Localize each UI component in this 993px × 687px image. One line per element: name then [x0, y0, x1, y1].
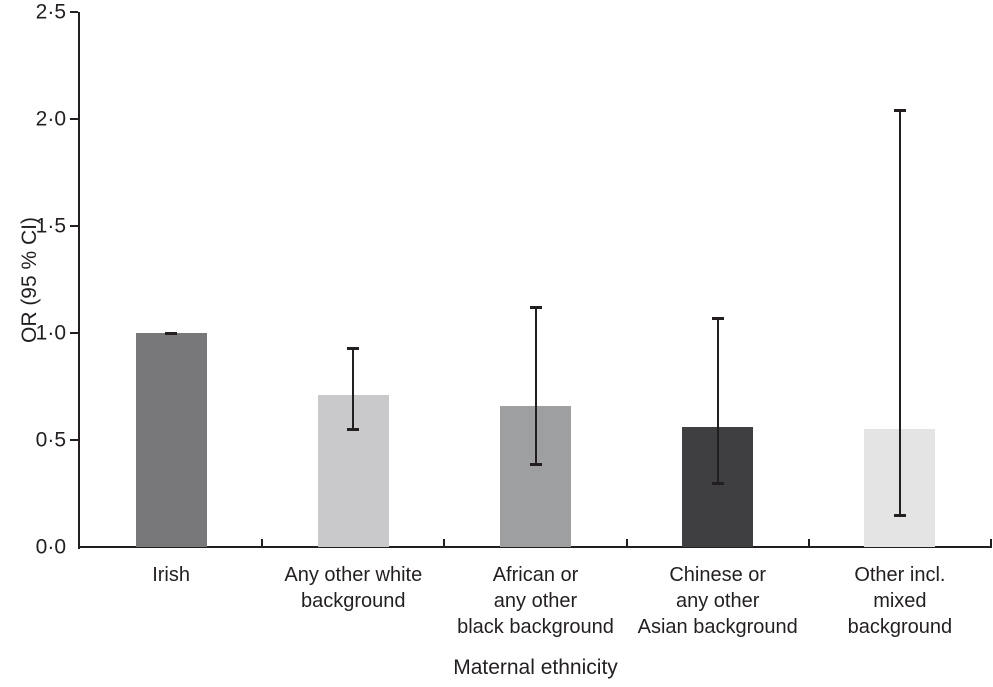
error-bar-cap-low: [893, 513, 906, 517]
category-label: Any other white background: [284, 564, 423, 612]
category-label: Irish: [152, 564, 190, 586]
bar: [135, 333, 207, 547]
x-axis-line: [78, 546, 992, 548]
y-tick: [70, 332, 78, 334]
error-bar-line: [716, 318, 719, 483]
x-tick: [625, 539, 628, 547]
y-tick: [70, 118, 78, 120]
category-label: African or any other black background: [457, 564, 614, 638]
error-bar-line: [352, 347, 355, 430]
error-bar-cap-low: [529, 462, 542, 466]
error-bar-cap-low: [347, 428, 360, 432]
y-tick: [70, 225, 78, 227]
y-axis-title: OR (95 % CI): [18, 216, 41, 344]
y-tick-label: 0·0: [35, 535, 66, 559]
category-label: Chinese or any other Asian background: [637, 564, 798, 638]
error-bar-line: [534, 307, 537, 464]
y-tick-label: 2·0: [35, 107, 66, 131]
error-bar-cap-high: [529, 306, 542, 310]
error-bar-cap-high: [893, 109, 906, 113]
error-bar-cap-high: [711, 317, 724, 321]
x-tick: [443, 539, 446, 547]
y-tick-label: 1·5: [35, 214, 66, 238]
x-tick: [807, 539, 810, 547]
error-bar-cap-low: [165, 332, 178, 335]
x-axis-title: Maternal ethnicity: [453, 656, 618, 679]
category-label: Other incl. mixed background: [847, 564, 953, 638]
x-tick: [990, 539, 992, 547]
y-tick-label: 2·5: [35, 0, 66, 24]
y-tick-label: 1·0: [35, 321, 66, 345]
error-bar-cap-high: [347, 346, 360, 350]
y-tick: [70, 439, 78, 441]
error-bar-line: [898, 110, 901, 515]
x-tick: [261, 539, 264, 547]
error-bar-cap-low: [711, 481, 724, 485]
y-axis-line: [78, 12, 80, 549]
y-tick-label: 0·5: [35, 428, 66, 452]
y-tick: [70, 11, 78, 13]
